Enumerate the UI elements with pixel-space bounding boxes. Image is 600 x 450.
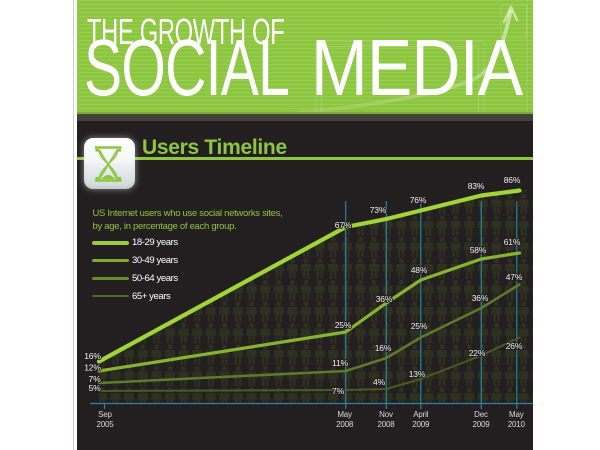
- svg-text:86%: 86%: [504, 175, 521, 185]
- svg-text:7%: 7%: [332, 386, 345, 396]
- svg-text:36%: 36%: [472, 293, 489, 303]
- svg-text:13%: 13%: [409, 369, 426, 379]
- svg-text:76%: 76%: [410, 195, 427, 205]
- svg-text:36%: 36%: [376, 294, 393, 304]
- svg-text:61%: 61%: [504, 237, 521, 247]
- svg-text:12%: 12%: [84, 363, 101, 373]
- svg-text:16%: 16%: [375, 343, 392, 353]
- svg-text:11%: 11%: [332, 358, 348, 368]
- svg-text:25%: 25%: [335, 320, 352, 330]
- svg-text:67%: 67%: [335, 220, 352, 230]
- svg-text:7%: 7%: [89, 374, 102, 384]
- svg-text:22%: 22%: [469, 348, 486, 358]
- svg-text:25%: 25%: [411, 321, 428, 331]
- svg-text:48%: 48%: [411, 265, 428, 275]
- svg-text:58%: 58%: [470, 245, 487, 255]
- svg-text:83%: 83%: [468, 181, 485, 191]
- svg-text:26%: 26%: [506, 341, 523, 351]
- svg-text:4%: 4%: [373, 377, 386, 387]
- svg-text:47%: 47%: [506, 272, 523, 282]
- svg-text:16%: 16%: [84, 351, 101, 361]
- svg-text:73%: 73%: [370, 205, 387, 215]
- svg-text:5%: 5%: [89, 383, 102, 393]
